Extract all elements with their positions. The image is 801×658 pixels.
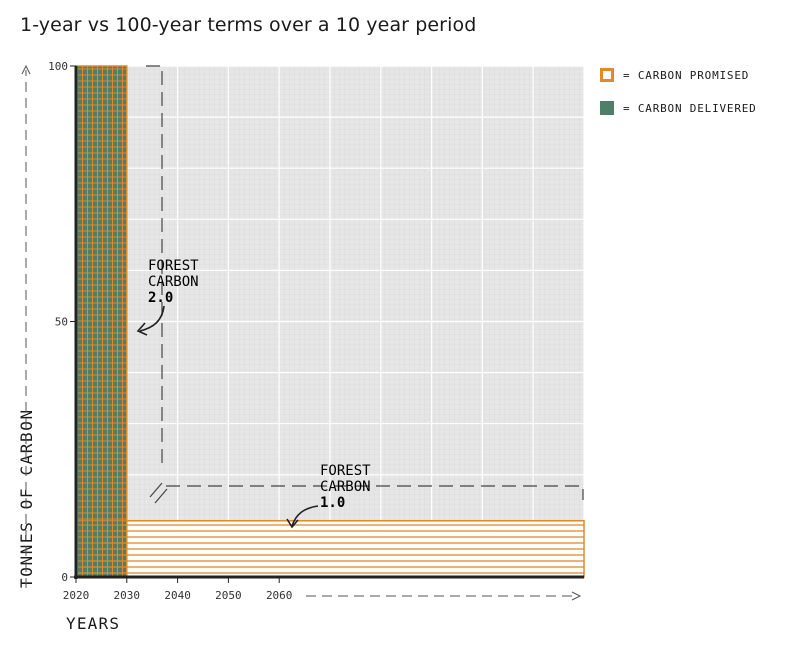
annotation-arrow-1	[286, 505, 319, 529]
y-tick-label: 0	[61, 571, 68, 584]
annotation-2-line-2: CARBON	[148, 274, 199, 290]
bracket-forest-1	[166, 485, 584, 500]
bracket-forest-2	[146, 65, 168, 504]
y-axis-arrow	[21, 64, 31, 588]
y-tick-label: 100	[48, 60, 68, 73]
annotation-2-version: 2.0	[148, 290, 173, 306]
legend-label-promised: = CARBON PROMISED	[623, 68, 750, 82]
x-tick-label: 2020	[63, 589, 90, 602]
annotation-1-version: 1.0	[320, 495, 345, 511]
legend: = CARBON PROMISED = CARBON DELIVERED	[600, 66, 757, 132]
bar-overlap-stair	[76, 520, 127, 577]
annotation-arrow-2	[136, 305, 165, 336]
annotation-forest-carbon-2: FOREST CARBON 2.0	[148, 258, 199, 306]
bar-forest-2-delivered	[75, 65, 128, 578]
delivered-swatch-icon	[600, 101, 614, 115]
x-tick-label: 2040	[164, 589, 191, 602]
annotation-forest-carbon-1: FOREST CARBON 1.0	[320, 463, 371, 511]
bars-group	[75, 65, 585, 578]
legend-item-promised: = CARBON PROMISED	[600, 66, 757, 84]
chart-title: 1-year vs 100-year terms over a 10 year …	[20, 14, 477, 36]
legend-item-delivered: = CARBON DELIVERED	[600, 99, 757, 117]
x-ticks: 2020 2030 2040 2050 2060	[63, 577, 293, 602]
promised-swatch-icon	[600, 68, 614, 82]
axis-lines	[74, 66, 584, 579]
y-tick-label: 50	[55, 316, 68, 329]
annotation-1-line-2: CARBON	[320, 479, 371, 495]
x-axis-arrow	[306, 591, 582, 601]
annotation-1-line-1: FOREST	[320, 463, 371, 479]
annotation-2-line-1: FOREST	[148, 258, 199, 274]
x-tick-label: 2030	[114, 589, 141, 602]
x-axis-label: YEARS	[66, 614, 121, 633]
x-tick-label: 2050	[215, 589, 242, 602]
y-ticks: 0 50 100	[48, 60, 76, 584]
x-tick-label: 2060	[266, 589, 293, 602]
legend-label-delivered: = CARBON DELIVERED	[623, 101, 757, 115]
bar-forest-1-promised	[75, 520, 585, 578]
